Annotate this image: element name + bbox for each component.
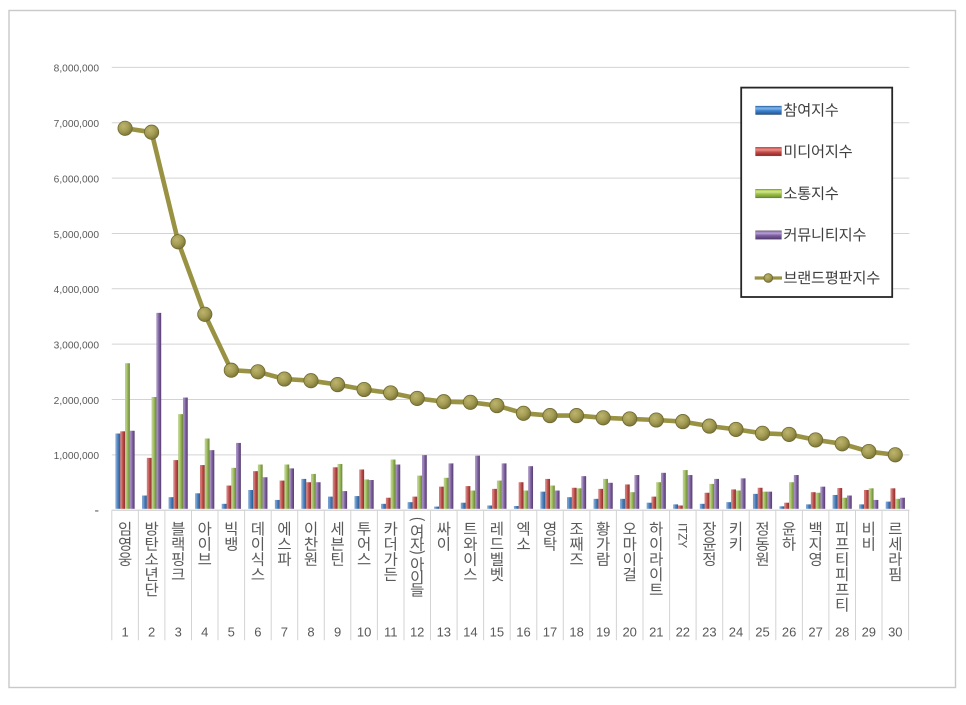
svg-text:7: 7: [281, 625, 288, 640]
svg-text:3,000,000: 3,000,000: [54, 340, 100, 351]
svg-text:17: 17: [543, 625, 557, 640]
svg-text:2,000,000: 2,000,000: [54, 396, 100, 407]
svg-text:3: 3: [175, 625, 182, 640]
svg-text:18: 18: [569, 625, 583, 640]
svg-text:ITZY: ITZY: [675, 523, 689, 548]
svg-text:10: 10: [357, 625, 371, 640]
svg-text:2: 2: [148, 625, 155, 640]
svg-text:22: 22: [676, 625, 690, 640]
svg-text:27: 27: [808, 625, 822, 640]
svg-text:21: 21: [649, 625, 663, 640]
svg-text:16: 16: [516, 625, 530, 640]
svg-text:6,000,000: 6,000,000: [54, 174, 100, 185]
svg-text:5: 5: [228, 625, 235, 640]
svg-text:8: 8: [307, 625, 314, 640]
svg-text:23: 23: [702, 625, 716, 640]
svg-text:24: 24: [729, 625, 743, 640]
svg-text:8,000,000: 8,000,000: [54, 64, 100, 75]
svg-text:1,000,000: 1,000,000: [54, 451, 100, 462]
svg-text:12: 12: [410, 625, 424, 640]
svg-text:25: 25: [755, 625, 769, 640]
svg-text:14: 14: [463, 625, 477, 640]
svg-text:7,000,000: 7,000,000: [54, 119, 100, 130]
svg-text:1: 1: [121, 625, 128, 640]
svg-text:20: 20: [622, 625, 636, 640]
svg-text:15: 15: [490, 625, 504, 640]
svg-text:9: 9: [334, 625, 341, 640]
svg-text:4,000,000: 4,000,000: [54, 285, 100, 296]
svg-text:-: -: [95, 502, 100, 517]
svg-text:4: 4: [201, 625, 208, 640]
svg-text:28: 28: [835, 625, 849, 640]
svg-text:26: 26: [782, 625, 796, 640]
svg-text:11: 11: [384, 625, 398, 640]
svg-text:30: 30: [888, 625, 902, 640]
svg-text:19: 19: [596, 625, 610, 640]
svg-text:5,000,000: 5,000,000: [54, 230, 100, 241]
svg-text:13: 13: [437, 625, 451, 640]
svg-text:6: 6: [254, 625, 261, 640]
svg-text:29: 29: [862, 625, 876, 640]
